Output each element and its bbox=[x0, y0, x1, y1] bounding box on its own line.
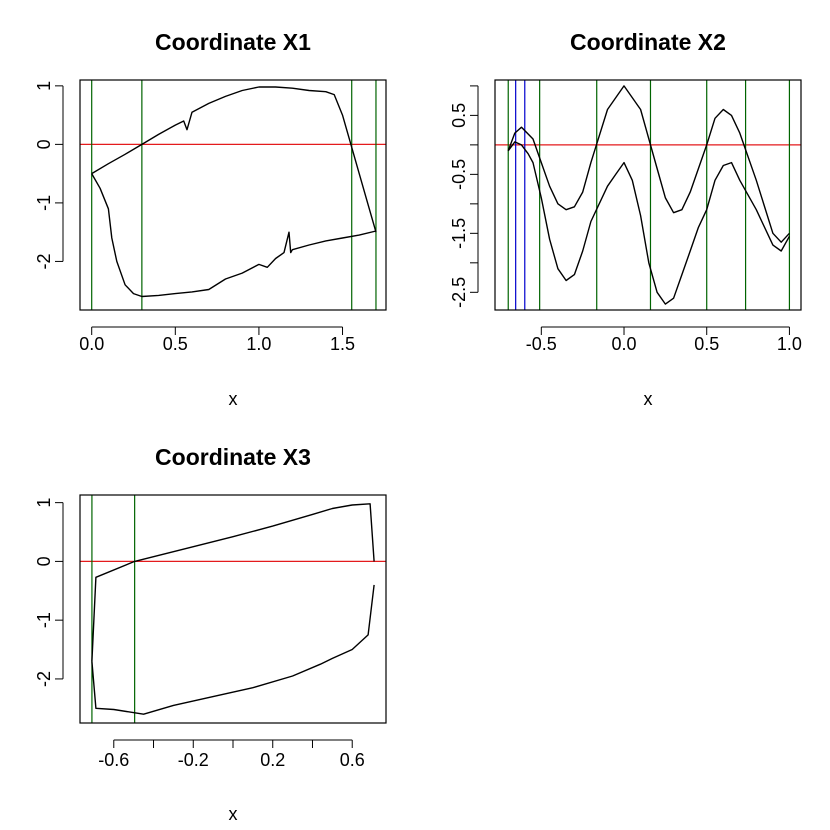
series-line-2 bbox=[91, 584, 375, 715]
y-tick-label: -1 bbox=[34, 195, 54, 211]
y-tick-label: -2.5 bbox=[449, 277, 469, 308]
x-tick-label: 0.5 bbox=[163, 334, 188, 354]
y-tick-label: -1.5 bbox=[449, 218, 469, 249]
y-tick-label: -2 bbox=[34, 253, 54, 269]
x-tick-label: -0.6 bbox=[98, 750, 129, 770]
panel-title: Coordinate X2 bbox=[570, 29, 726, 55]
plot-area bbox=[80, 495, 386, 723]
series-line-1 bbox=[91, 86, 377, 233]
x-tick-label: -0.5 bbox=[526, 334, 557, 354]
x-tick-label: 0.0 bbox=[79, 334, 104, 354]
x-tick-label: -0.2 bbox=[178, 750, 209, 770]
x-axis-label: x bbox=[229, 389, 238, 409]
x-tick-label: 0.0 bbox=[612, 334, 637, 354]
panel-title: Coordinate X1 bbox=[155, 29, 311, 55]
series-line-1 bbox=[507, 85, 790, 243]
y-tick-label: -0.5 bbox=[449, 159, 469, 190]
y-tick-label: 0 bbox=[34, 556, 54, 566]
x-axis-label: x bbox=[644, 389, 653, 409]
y-tick-label: -2 bbox=[34, 671, 54, 687]
x-tick-label: 1.0 bbox=[777, 334, 802, 354]
panel-coordinate-x2: Coordinate X2 -0.5 0.0 0.5 1.0 -2.5 -1.5 -0.5 0… bbox=[449, 29, 802, 409]
series-line-1 bbox=[91, 503, 375, 662]
panel-title: Coordinate X3 bbox=[155, 444, 311, 470]
series-line-2 bbox=[91, 173, 377, 298]
plot-frame bbox=[79, 494, 387, 724]
panel-coordinate-x1: Coordinate X1 0.0 0.5 1.0 1.5 -2 -1 0 1 x bbox=[34, 29, 387, 409]
y-tick-label: 1 bbox=[34, 81, 54, 91]
y-tick-label: 0.5 bbox=[449, 103, 469, 128]
y-tick-label: 0 bbox=[34, 139, 54, 149]
plot-frame bbox=[494, 79, 802, 311]
plot-frame bbox=[79, 79, 387, 311]
plot-area bbox=[495, 80, 801, 310]
plot-area bbox=[80, 80, 386, 310]
y-tick-label: 1 bbox=[34, 498, 54, 508]
panel-coordinate-x3: Coordinate X3 -0.6 -0.2 0.2 0.6 -2 -1 0 1 x bbox=[34, 444, 387, 824]
x-tick-label: 0.6 bbox=[340, 750, 365, 770]
x-tick-label: 1.5 bbox=[330, 334, 355, 354]
x-tick-label: 0.5 bbox=[694, 334, 719, 354]
series-line-2 bbox=[507, 141, 791, 305]
y-tick-label: -1 bbox=[34, 612, 54, 628]
x-axis-label: x bbox=[229, 804, 238, 824]
x-tick-label: 0.2 bbox=[260, 750, 285, 770]
x-tick-label: 1.0 bbox=[246, 334, 271, 354]
